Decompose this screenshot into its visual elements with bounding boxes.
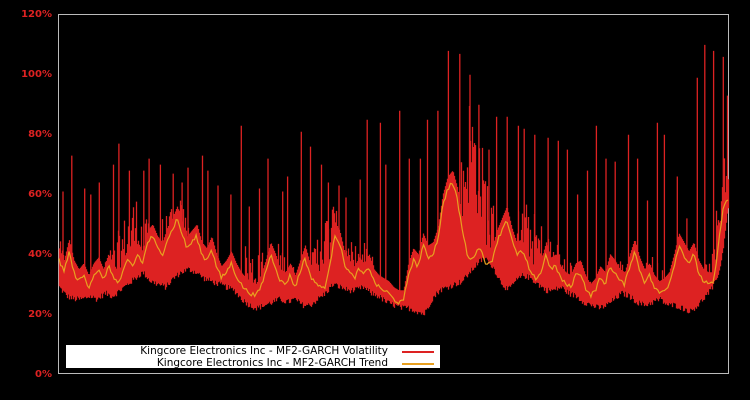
legend-label-trend: Kingcore Electronics Inc - MF2-GARCH Tre…: [156, 357, 388, 369]
plot-area-border: [58, 14, 729, 374]
y-tick-label: 0%: [35, 369, 52, 380]
y-tick-label: 120%: [21, 9, 52, 20]
y-tick-label: 100%: [21, 69, 52, 80]
y-tick-label: 20%: [28, 309, 52, 320]
y-tick-label: 80%: [28, 129, 52, 140]
trend-series: [58, 182, 729, 305]
y-tick-label: 60%: [28, 189, 52, 200]
y-tick-label: 40%: [28, 249, 52, 260]
legend-label-volatility: Kingcore Electronics Inc - MF2-GARCH Vol…: [140, 345, 388, 357]
legend-swatch-trend: [402, 363, 434, 365]
legend-swatch-volatility: [402, 351, 434, 353]
legend: Kingcore Electronics Inc - MF2-GARCH Vol…: [66, 345, 440, 369]
